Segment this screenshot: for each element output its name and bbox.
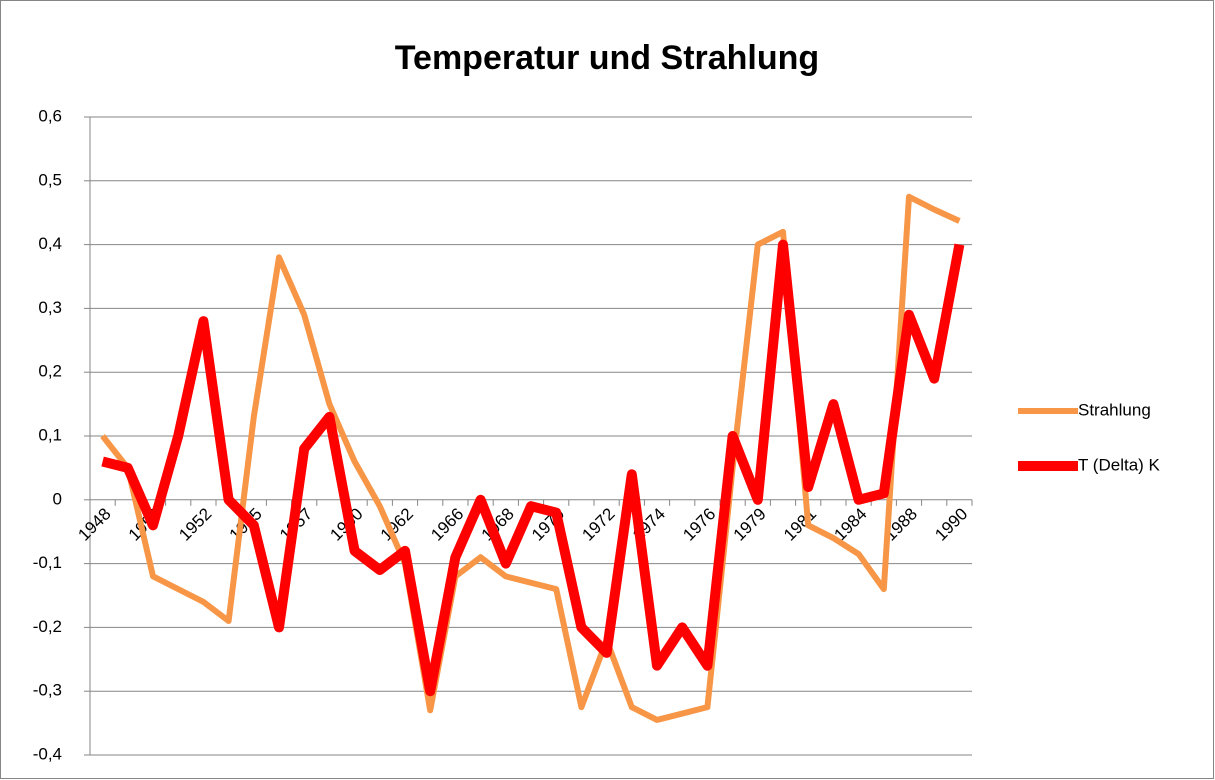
- y-tick-label: -0,3: [33, 681, 62, 700]
- y-tick-label: 0,5: [38, 170, 62, 189]
- legend-label: T (Delta) K: [1078, 455, 1161, 474]
- y-tick-label: -0,4: [33, 744, 62, 763]
- y-tick-label: 0,3: [38, 298, 62, 317]
- y-tick-label: -0,1: [33, 553, 62, 572]
- y-tick-label: 0,6: [38, 106, 62, 125]
- y-tick-label: -0,2: [33, 617, 62, 636]
- y-tick-label: 0,1: [38, 425, 62, 444]
- y-tick-label: 0: [53, 489, 62, 508]
- line-series: [101, 239, 965, 697]
- legend-label: Strahlung: [1078, 400, 1151, 419]
- y-tick-label: 0,4: [38, 234, 62, 253]
- line-series: [100, 193, 961, 723]
- y-tick-label: 0,2: [38, 362, 62, 381]
- chart-title: Temperatur und Strahlung: [395, 39, 819, 77]
